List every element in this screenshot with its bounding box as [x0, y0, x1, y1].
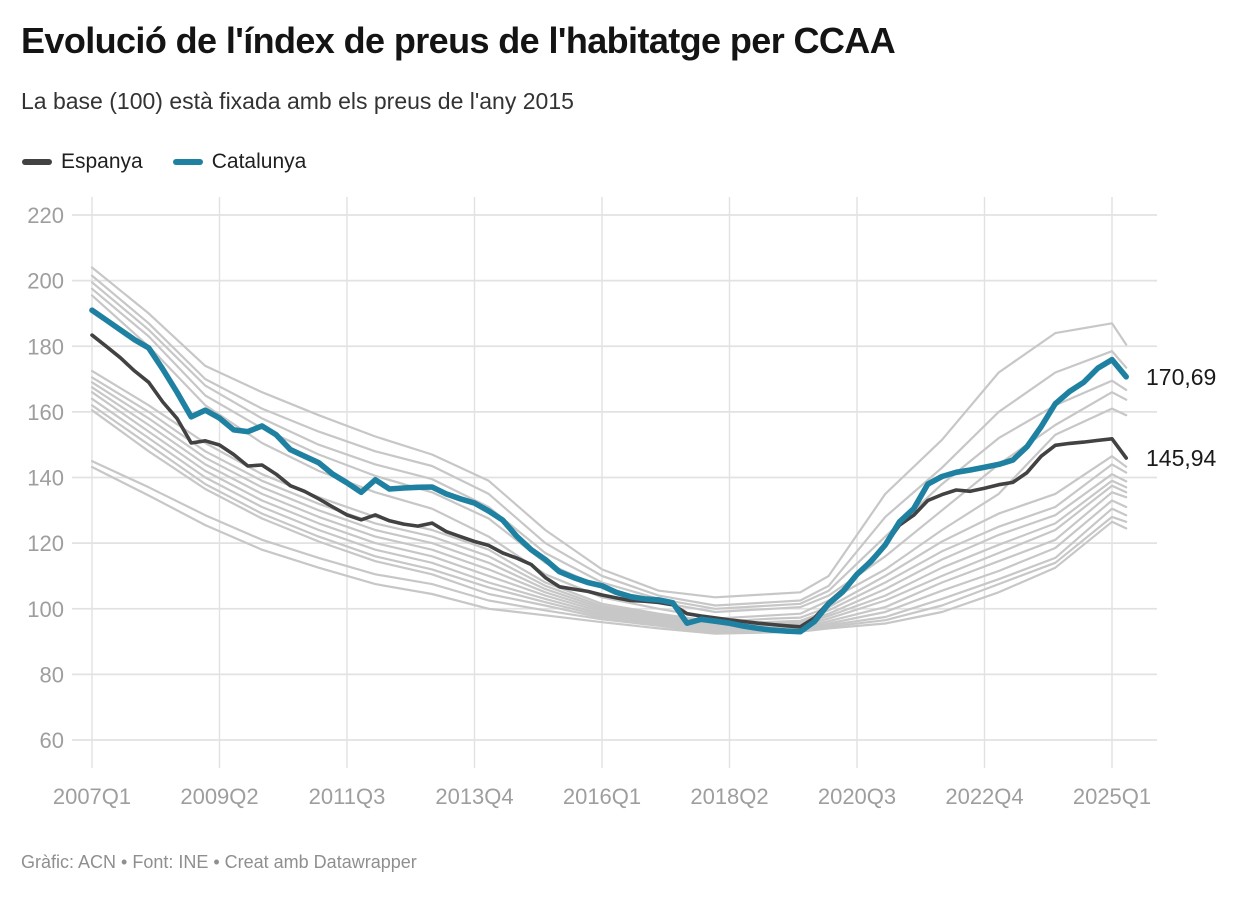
page-title: Evolució de l'índex de preus de l'habita…	[21, 20, 896, 61]
series-line-ccaa-01[interactable]	[90, 266, 1128, 599]
end-label-catalunya: 170,69	[1146, 364, 1217, 390]
y-tick-label-160: 160	[27, 400, 64, 425]
page-subtitle: La base (100) està fixada amb els preus …	[21, 88, 574, 114]
series-line-ccaa-02[interactable]	[90, 274, 1128, 607]
y-tick-label-120: 120	[27, 531, 64, 556]
x-tick-label-2011Q3: 2011Q3	[309, 784, 386, 809]
series-line-ccaa-10[interactable]	[90, 391, 1128, 630]
x-tick-label-2020Q3: 2020Q3	[818, 784, 896, 809]
x-tick-label-2007Q1: 2007Q1	[53, 784, 131, 809]
series-line-ccaa-11[interactable]	[90, 397, 1128, 632]
legend-label-catalunya: Catalunya	[211, 150, 307, 173]
y-tick-label-80: 80	[40, 662, 64, 687]
y-tick-label-220: 220	[27, 203, 64, 228]
espanya-line-swatch-icon	[22, 159, 52, 165]
series-line-ccaa-15[interactable]	[90, 465, 1128, 635]
series-line-ccaa-09[interactable]	[90, 386, 1128, 628]
x-tick-label-2025Q1: 2025Q1	[1073, 784, 1151, 809]
legend-item-catalunya: Catalunya	[172, 150, 307, 174]
x-tick-label-2013Q4: 2013Q4	[435, 784, 513, 809]
chart-canvas: 220 200 180 160 140 120 100 80 60 2007Q1 2009Q2 201…	[27, 197, 1157, 809]
catalunya-line-swatch-icon	[172, 159, 203, 165]
legend: Espanya Catalunya	[22, 150, 306, 174]
x-tick-label-2016Q1: 2016Q1	[563, 784, 641, 809]
end-label-espanya: 145,94	[1146, 445, 1217, 471]
chart-footer: Gràfic: ACN • Font: INE • Creat amb Data…	[21, 852, 417, 872]
series-line-ccaa-08[interactable]	[90, 381, 1128, 627]
series-line-ccaa-12[interactable]	[90, 404, 1128, 633]
y-tick-label-180: 180	[27, 334, 64, 359]
y-tick-label-200: 200	[27, 269, 64, 294]
series-line-ccaa-05[interactable]	[90, 294, 1128, 620]
legend-label-espanya: Espanya	[61, 150, 143, 173]
legend-item-espanya: Espanya	[22, 150, 143, 174]
series-line-ccaa-07[interactable]	[90, 376, 1128, 625]
y-tick-label-60: 60	[40, 728, 64, 753]
series-line-ccaa-14[interactable]	[90, 460, 1128, 635]
x-tick-label-2018Q2: 2018Q2	[690, 784, 768, 809]
y-tick-label-100: 100	[27, 597, 64, 622]
series-line-ccaa-03[interactable]	[90, 281, 1128, 610]
x-tick-label-2022Q4: 2022Q4	[945, 784, 1023, 809]
series-line-ccaa-06[interactable]	[90, 369, 1128, 623]
y-tick-label-140: 140	[27, 466, 64, 491]
x-tick-label-2009Q2: 2009Q2	[180, 784, 258, 809]
series-line-Espanya[interactable]	[90, 333, 1128, 629]
series-line-Catalunya[interactable]	[89, 307, 1129, 635]
